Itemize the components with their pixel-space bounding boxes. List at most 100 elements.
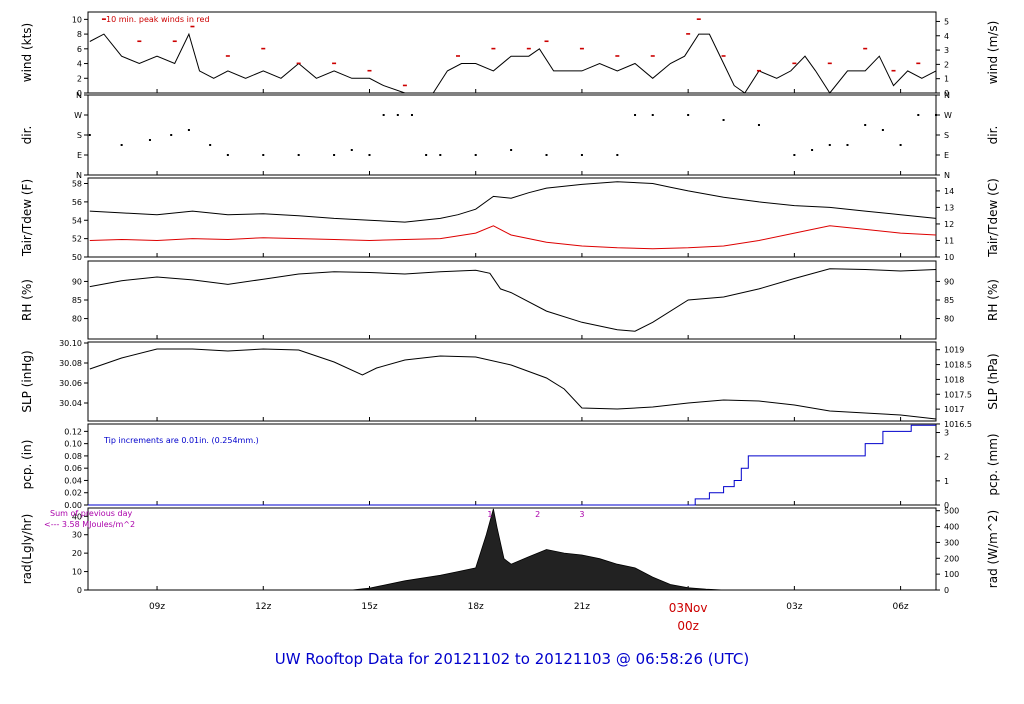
- left-tick-label-pcp: 0.08: [64, 452, 82, 461]
- wind-peak-point: [172, 40, 177, 43]
- right-axis-label-pcp: pcp. (mm): [986, 433, 1000, 495]
- panel-frames: [84, 11, 940, 591]
- right-tick-label-rad: 0: [944, 586, 949, 595]
- right-tick-label-slp: 1016.5: [944, 420, 972, 429]
- wind-peak-point: [137, 40, 142, 43]
- wind-direction-point: [382, 114, 385, 116]
- wind-direction-point: [828, 144, 831, 146]
- left-tick-label-rh: 90: [72, 277, 82, 286]
- precip-note: Tip increments are 0.01in. (0.254mm.): [103, 436, 259, 445]
- left-tick-label-pcp: 0.00: [64, 501, 82, 510]
- left-tick-label-wind: 10: [72, 15, 82, 24]
- wind-direction-point: [917, 114, 920, 116]
- wind-direction-point: [350, 149, 353, 151]
- left-tick-label-slp: 30.04: [59, 399, 82, 408]
- left-tick-label-dir: N: [76, 91, 82, 100]
- right-tick-label-dir: N: [944, 91, 950, 100]
- wind-direction-point: [187, 129, 190, 131]
- left-tick-label-pcp: 0.12: [64, 427, 82, 436]
- wind-peak-point: [332, 62, 337, 65]
- right-tick-label-wind: 5: [944, 17, 949, 26]
- wind-direction-point: [439, 154, 442, 156]
- left-tick-label-temp: 56: [72, 198, 82, 207]
- rad-marker-1: 1: [487, 510, 492, 519]
- left-axis-label-dir: dir.: [20, 126, 34, 145]
- rad-marker-3: 3: [579, 510, 584, 519]
- right-tick-label-rad: 500: [944, 507, 959, 516]
- right-axis-label-wind: wind (m/s): [986, 21, 1000, 85]
- wind-direction-point: [881, 129, 884, 131]
- right-tick-label-dir: E: [944, 151, 949, 160]
- left-tick-label-wind: 6: [77, 45, 82, 54]
- wind-peak-point: [891, 69, 896, 72]
- left-tick-label-temp: 54: [72, 216, 82, 225]
- sea-level-pressure-line: [89, 348, 937, 420]
- wind-direction-point: [120, 144, 123, 146]
- right-tick-label-wind: 1: [944, 75, 949, 84]
- left-tick-label-rad: 10: [72, 568, 82, 577]
- left-tick-label-pcp: 0.06: [64, 464, 82, 473]
- left-tick-label-rad: 40: [72, 512, 82, 521]
- right-tick-label-slp: 1017.5: [944, 390, 972, 399]
- wind-peak-point: [916, 62, 921, 65]
- x-tick-label: 03z: [786, 602, 802, 612]
- x-tick-label: 18z: [468, 602, 484, 612]
- x-tick-label: 12z: [255, 602, 271, 612]
- right-axis-label-slp: SLP (hPa): [986, 353, 1000, 409]
- right-tick-label-temp: 13: [944, 203, 954, 212]
- panel-frame-temp: [87, 177, 937, 258]
- left-axis-label-wind: wind (kts): [20, 23, 34, 82]
- wind-direction-point: [209, 144, 212, 146]
- relative-humidity-line: [89, 268, 937, 332]
- wind-peak-point: [827, 62, 832, 65]
- wind-direction-point: [170, 134, 173, 136]
- wind-direction-point: [510, 149, 513, 151]
- right-tick-label-rh: 90: [944, 277, 954, 286]
- wind-peak-point: [491, 47, 496, 50]
- right-tick-label-rh: 85: [944, 296, 954, 305]
- rad-marker-2: 2: [535, 510, 540, 519]
- page-title: UW Rooftop Data for 20121102 to 20121103…: [274, 650, 750, 668]
- wind-direction-point: [687, 114, 690, 116]
- left-axis-label-pcp: pcp. (in): [20, 440, 34, 490]
- right-tick-label-pcp: 1: [944, 477, 949, 486]
- rad-sum-value: <--- 3.58 MJoules/m^2: [44, 520, 135, 529]
- x-tick-label: 00z: [677, 619, 699, 633]
- right-tick-label-dir: N: [944, 171, 950, 180]
- wind-direction-point: [616, 154, 619, 156]
- left-tick-label-rh: 85: [72, 296, 82, 305]
- wind-peak-point: [225, 55, 230, 57]
- left-axis-label-temp: Tair/Tdew (F): [20, 179, 34, 257]
- wind-peak-point: [101, 18, 106, 20]
- left-axis-label-rh: RH (%): [20, 279, 34, 321]
- left-tick-label-pcp: 0.10: [64, 440, 82, 449]
- wind-direction-point: [634, 114, 637, 116]
- wind-peak-point: [721, 55, 726, 57]
- wind-direction-point: [651, 114, 654, 116]
- panel-frame-slp: [87, 341, 937, 422]
- right-tick-label-wind: 4: [944, 32, 949, 41]
- right-tick-label-rad: 100: [944, 570, 959, 579]
- wind-peak-point: [456, 55, 461, 57]
- right-tick-label-dir: S: [944, 131, 949, 140]
- wind-direction-point: [396, 114, 399, 116]
- left-tick-label-dir: E: [77, 151, 82, 160]
- wind-direction-point: [88, 134, 91, 136]
- left-tick-label-rh: 80: [72, 315, 82, 324]
- left-tick-label-wind: 4: [77, 60, 82, 69]
- wind-direction-point: [148, 139, 151, 141]
- wind-peak-note: 10 min. peak winds in red: [106, 15, 210, 24]
- left-axis-label-rad: rad(Lgly/hr): [20, 514, 34, 585]
- date-label: 03Nov: [669, 601, 708, 615]
- panel-frame-wind: [87, 11, 937, 94]
- wind-peak-point: [863, 47, 868, 50]
- left-tick-label-wind: 8: [77, 30, 82, 39]
- wind-direction-point: [474, 154, 477, 156]
- wind-direction-point: [722, 119, 725, 121]
- wind-direction-point: [410, 114, 413, 116]
- wind-direction-point: [425, 154, 428, 156]
- wind-peak-point: [402, 84, 407, 87]
- right-tick-label-wind: 3: [944, 46, 949, 55]
